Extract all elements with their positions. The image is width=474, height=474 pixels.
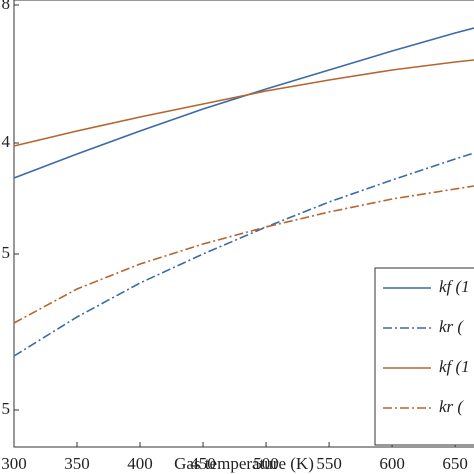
series-line [13, 27, 474, 179]
y-tick-label: 4 [2, 132, 11, 151]
x-tick-label: 400 [127, 454, 153, 473]
y-tick-label: 5 [2, 243, 11, 262]
series-line [13, 59, 474, 147]
legend-label: kr ( [439, 397, 464, 416]
y-tick-label: 5 [2, 399, 11, 418]
x-axis-label: Gas temperature (K) [174, 454, 314, 473]
plot-frame [13, 0, 474, 448]
x-tick-label: 600 [379, 454, 405, 473]
series-line [13, 152, 474, 357]
legend-label: kf (1 [439, 357, 470, 376]
legend-box [374, 267, 474, 446]
x-tick-label: 650 [442, 454, 468, 473]
x-tick-label: 550 [316, 454, 342, 473]
series-line [13, 185, 474, 324]
y-tick-label: 8 [2, 0, 11, 13]
x-tick-label: 350 [64, 454, 90, 473]
x-tick-label: 500 [253, 454, 279, 473]
x-tick-label: 450 [190, 454, 216, 473]
x-tick-label: 300 [1, 454, 27, 473]
legend-label: kf (1 [439, 277, 470, 296]
legend-label: kr ( [439, 317, 464, 336]
